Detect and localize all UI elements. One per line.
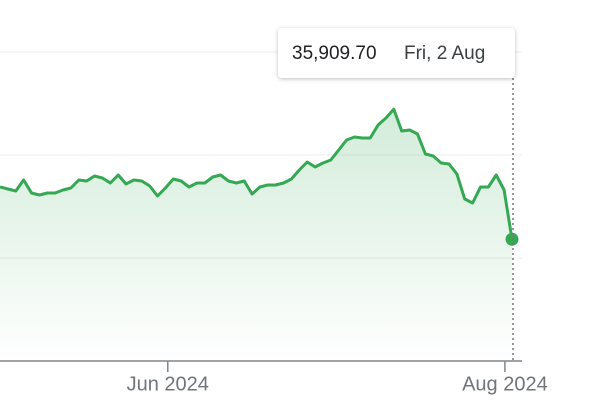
- point: [505, 232, 519, 246]
- tooltip-date: Fri, 2 Aug: [404, 43, 485, 64]
- area: [0, 109, 512, 361]
- tooltip-box: [278, 28, 515, 78]
- tooltip: 35,909.70 Fri, 2 Aug: [278, 28, 515, 78]
- line: [0, 107, 514, 240]
- tooltip-value: 35,909.70: [292, 43, 377, 64]
- x-tick-label: Aug 2024: [462, 373, 548, 395]
- x-tick-label: Jun 2024: [127, 373, 209, 395]
